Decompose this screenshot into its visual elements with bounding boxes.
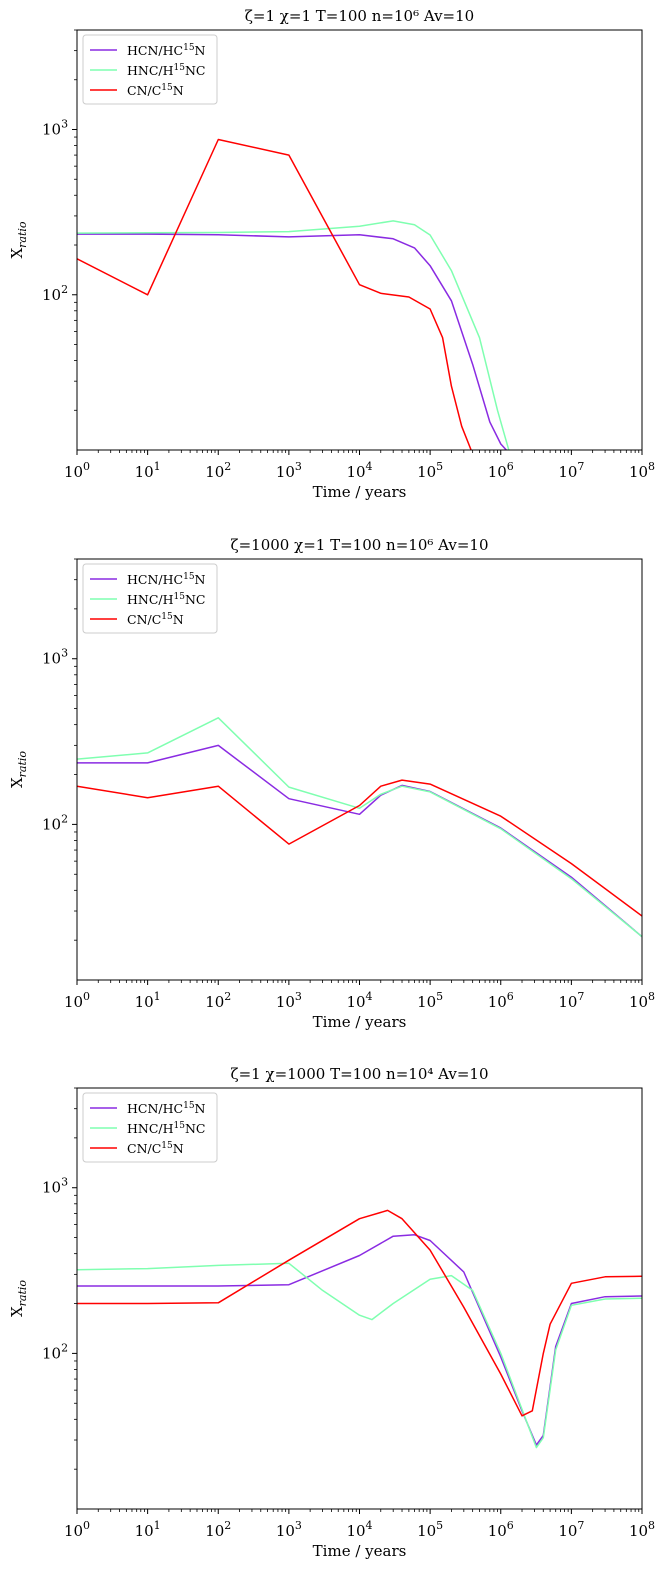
series-line-1 [77,1234,642,1446]
x-tick-label: 101 [135,1519,161,1540]
x-tick-label: 103 [276,460,302,481]
x-tick-label: 103 [276,1519,302,1540]
x-tick-label: 104 [346,460,372,481]
series-line-3 [77,1209,642,1417]
series-line-1 [77,233,507,450]
y-axis-label: Xratio [8,751,29,788]
series-line-2 [77,717,642,938]
y-tick-label: 102 [42,283,68,304]
legend: HCN/HC15N HNC/H15NC CN/C15N [82,34,218,105]
x-tick-label: 108 [629,990,655,1011]
chart-title: ζ=1000 χ=1 T=100 n=10⁶ Av=10 [230,536,488,554]
x-axis-label: Time / years [313,1542,407,1560]
x-tick-label: 105 [417,1519,443,1540]
y-tick-label: 102 [42,812,68,833]
legend-label: HCN/HC15N [127,43,206,58]
x-tick-label: 101 [135,460,161,481]
x-tick-label: 101 [135,990,161,1011]
series-line-3 [77,138,472,450]
x-tick-label: 108 [629,1519,655,1540]
y-tick-label: 103 [42,647,68,668]
legend-label: HNC/H15NC [127,1121,205,1136]
legend-label: CN/C15N [127,1141,184,1156]
chart-panel-2: ζ=1000 χ=1 T=100 n=10⁶ Av=10 100 101 102 103… [8,536,655,1031]
series-line-2 [77,220,510,450]
y-tick-label: 102 [42,1341,68,1362]
x-tick-label: 103 [276,990,302,1011]
x-tick-label: 105 [417,460,443,481]
x-tick-label: 106 [488,460,514,481]
legend-label: CN/C15N [127,612,184,627]
x-tick-label: 100 [64,990,90,1011]
legend-label: HNC/H15NC [127,592,205,607]
legend-box [82,1092,218,1163]
y-axis-label: Xratio [8,1280,29,1317]
legend: HCN/HC15N HNC/H15NC CN/C15N [82,563,218,634]
x-tick-label: 106 [488,990,514,1011]
chart-title: ζ=1 χ=1 T=100 n=10⁶ Av=10 [245,7,474,25]
x-axis-label: Time / years [313,1013,407,1031]
legend-box [82,563,218,634]
y-axis-label: Xratio [8,221,29,258]
legend: HCN/HC15N HNC/H15NC CN/C15N [82,1092,218,1163]
x-tick-label: 104 [346,990,372,1011]
legend-label: HCN/HC15N [127,572,206,587]
legend-label: HCN/HC15N [127,1101,206,1116]
x-tick-label: 100 [64,460,90,481]
x-axis-label: Time / years [313,483,407,501]
x-tick-label: 107 [558,460,584,481]
chart-title: ζ=1 χ=1000 T=100 n=10⁴ Av=10 [230,1065,488,1083]
series-line-2 [77,1262,642,1449]
x-tick-label: 102 [205,990,231,1011]
legend-label: CN/C15N [127,83,184,98]
y-tick-label: 103 [42,117,68,138]
x-tick-label: 106 [488,1519,514,1540]
chart-panel-1: ζ=1 χ=1 T=100 n=10⁶ Av=10 100 101 102 103 104… [8,7,655,501]
legend-box [82,34,218,105]
x-tick-label: 104 [346,1519,372,1540]
series-line-3 [77,779,642,917]
chart-panel-3: ζ=1 χ=1000 T=100 n=10⁴ Av=10 100 101 102 103… [8,1065,655,1560]
x-tick-label: 100 [64,1519,90,1540]
x-tick-label: 102 [205,460,231,481]
x-tick-label: 105 [417,990,443,1011]
series-line-1 [77,744,642,938]
y-tick-label: 103 [42,1176,68,1197]
x-tick-label: 107 [558,1519,584,1540]
x-tick-label: 102 [205,1519,231,1540]
legend-label: HNC/H15NC [127,63,205,78]
x-tick-label: 108 [629,460,655,481]
x-tick-label: 107 [558,990,584,1011]
